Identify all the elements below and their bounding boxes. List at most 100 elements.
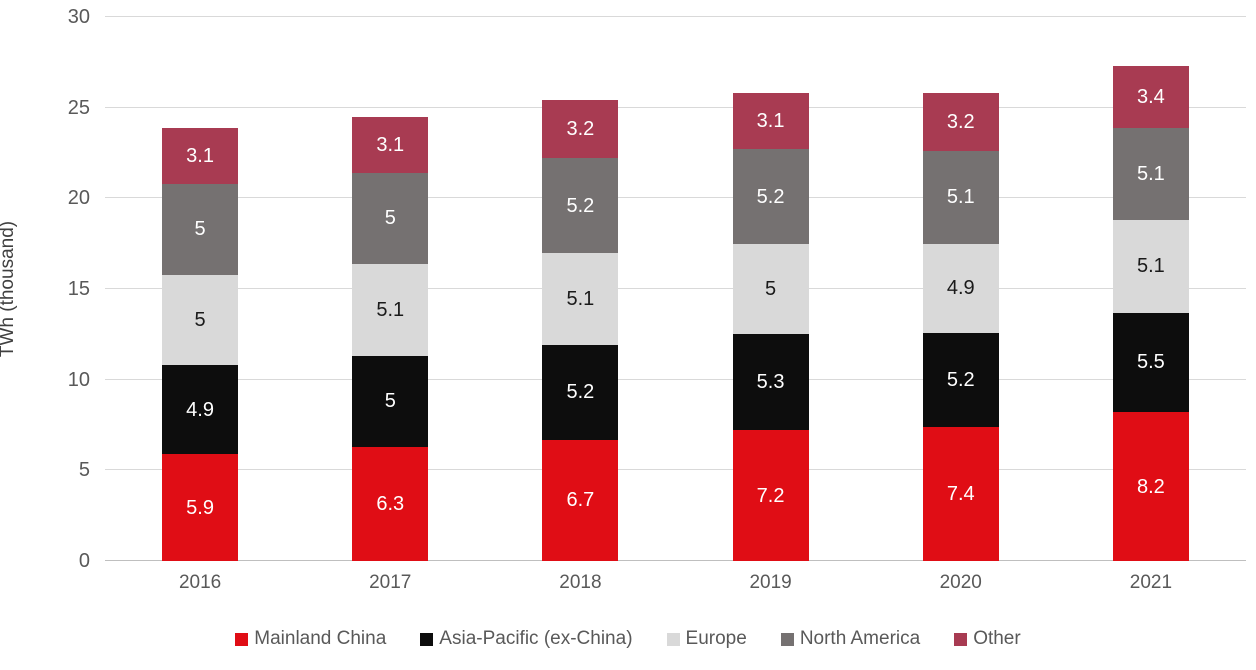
segment-data-label: 5.1 (946, 186, 975, 209)
segment-data-label: 5.9 (186, 496, 214, 519)
segment-data-label: 5.1 (376, 298, 405, 321)
gridline-y-5 (105, 469, 1246, 471)
bar-segment-mainland-china-2019: 7.2 (732, 430, 809, 561)
segment-data-label: 5.2 (756, 185, 785, 208)
bar-segment-north-america-2021: 5.1 (1112, 127, 1189, 221)
legend-swatch-icon (954, 632, 968, 646)
legend-item-other: Other (954, 628, 1021, 650)
segment-data-label: 4.9 (186, 398, 214, 421)
bar-segment-asia-pacific-ex-china--2021: 5.5 (1112, 312, 1189, 413)
bar-group-2020: 7.4 5.2 4.9 5.1 3.2 (922, 93, 999, 561)
segment-data-label: 5 (194, 218, 206, 241)
bar-group-2018: 6.7 5.2 5.1 5.2 3.2 (542, 100, 619, 561)
legend-item-mainland-china: Mainland China (235, 628, 386, 650)
bar-segment-other-2019: 3.1 (732, 93, 809, 150)
legend-label: Other (973, 628, 1021, 649)
segment-data-label: 6.3 (376, 492, 405, 515)
segment-data-label: 3.1 (376, 133, 405, 156)
segment-data-label: 3.2 (566, 118, 595, 141)
bar-segment-mainland-china-2020: 7.4 (922, 426, 999, 561)
gridline-y-25 (105, 106, 1246, 108)
x-axis-label-2021: 2021 (1129, 572, 1173, 593)
segment-data-label: 3.1 (756, 110, 785, 133)
plot-area: 5.9 4.9 5 5 3.1 6.3 5 5.1 5 3.1 6.7 5.2 5.1 5.2 3.2 7.2… (105, 16, 1246, 561)
bar-segment-north-america-2018: 5.2 (542, 158, 619, 253)
y-tick-label: 0 (78, 550, 90, 572)
bar-segment-mainland-china-2021: 8.2 (1112, 412, 1189, 561)
segment-data-label: 4.9 (946, 277, 975, 300)
bar-segment-asia-pacific-ex-china--2018: 5.2 (542, 345, 619, 440)
segment-data-label: 5.2 (566, 194, 595, 217)
segment-data-label: 5 (765, 278, 777, 301)
bar-segment-asia-pacific-ex-china--2020: 5.2 (922, 332, 999, 427)
bar-segment-mainland-china-2017: 6.3 (352, 446, 429, 561)
legend-label: Asia-Pacific (ex-China) (439, 628, 633, 649)
x-axis-label-2019: 2019 (749, 572, 792, 593)
y-tick-label: 5 (78, 459, 90, 482)
segment-data-label: 7.4 (946, 482, 975, 505)
bar-group-2017: 6.3 5 5.1 5 3.1 (352, 116, 429, 561)
gridline-y-10 (105, 378, 1246, 380)
y-tick-label: 15 (67, 278, 90, 300)
legend-item-europe: Europe (666, 628, 747, 650)
gridline-y-30 (105, 16, 1246, 17)
segment-data-label: 6.7 (566, 489, 595, 512)
bar-segment-europe-2016: 5 (162, 274, 239, 366)
legend-item-asia-pacific-ex-china-: Asia-Pacific (ex-China) (420, 628, 633, 650)
legend-label: Mainland China (254, 628, 387, 649)
legend-swatch-icon (420, 632, 434, 646)
bar-segment-other-2018: 3.2 (542, 100, 619, 159)
bar-segment-other-2017: 3.1 (352, 116, 429, 173)
bar-segment-asia-pacific-ex-china--2017: 5 (352, 356, 429, 447)
gridline-y-20 (105, 197, 1246, 199)
y-tick-label: 20 (67, 187, 90, 210)
y-tick-label: 10 (67, 368, 90, 391)
legend-label: North America (799, 628, 921, 649)
bar-segment-other-2021: 3.4 (1112, 66, 1189, 128)
bar-group-2016: 5.9 4.9 5 5 3.1 (162, 127, 239, 561)
bar-segment-europe-2019: 5 (732, 243, 809, 335)
x-axis-label-2020: 2020 (939, 572, 982, 593)
bar-segment-other-2020: 3.2 (922, 93, 999, 152)
x-axis-label-2018: 2018 (559, 572, 602, 593)
bar-segment-north-america-2020: 5.1 (922, 151, 999, 244)
segment-data-label: 5.5 (1137, 351, 1165, 374)
bar-segment-europe-2018: 5.1 (542, 252, 619, 346)
bar-segment-asia-pacific-ex-china--2016: 4.9 (162, 365, 239, 455)
segment-data-label: 5.1 (1137, 255, 1165, 278)
segment-data-label: 3.1 (186, 144, 214, 167)
y-tick-label: 30 (67, 6, 90, 28)
legend-swatch-icon (235, 632, 249, 646)
bar-segment-other-2016: 3.1 (162, 127, 239, 184)
bar-segment-europe-2020: 4.9 (922, 243, 999, 333)
legend-swatch-icon (666, 632, 680, 646)
bar-segment-mainland-china-2016: 5.9 (162, 454, 239, 561)
segment-data-label: 5.2 (566, 381, 595, 404)
segment-data-label: 7.2 (756, 484, 785, 507)
bar-segment-europe-2021: 5.1 (1112, 220, 1189, 313)
bar-segment-north-america-2017: 5 (352, 172, 429, 264)
segment-data-label: 5.1 (1137, 162, 1165, 185)
segment-data-label: 5 (384, 207, 396, 230)
bar-segment-asia-pacific-ex-china--2019: 5.3 (732, 334, 809, 431)
bar-group-2021: 8.2 5.5 5.1 5.1 3.4 (1112, 66, 1189, 561)
bar-segment-europe-2017: 5.1 (352, 263, 429, 357)
x-axis-label-2016: 2016 (178, 572, 222, 593)
legend: Mainland China Asia-Pacific (ex-China) Eur… (0, 628, 1256, 650)
segment-data-label: 8.2 (1137, 475, 1165, 498)
y-tick-label: 25 (67, 96, 90, 119)
gridline-y-0 (105, 560, 1246, 561)
legend-label: Europe (685, 628, 747, 649)
x-axis-label-2017: 2017 (369, 572, 412, 593)
legend-swatch-icon (780, 632, 794, 646)
segment-data-label: 5.3 (756, 371, 785, 394)
segment-data-label: 5 (194, 308, 206, 331)
bar-segment-north-america-2019: 5.2 (732, 149, 809, 244)
legend-item-north-america: North America (780, 628, 921, 650)
segment-data-label: 5.2 (946, 368, 975, 391)
bar-segment-north-america-2016: 5 (162, 183, 239, 275)
segment-data-label: 3.2 (946, 111, 975, 134)
segment-data-label: 3.4 (1137, 85, 1165, 108)
bar-segment-mainland-china-2018: 6.7 (542, 439, 619, 561)
segment-data-label: 5.1 (566, 288, 595, 310)
